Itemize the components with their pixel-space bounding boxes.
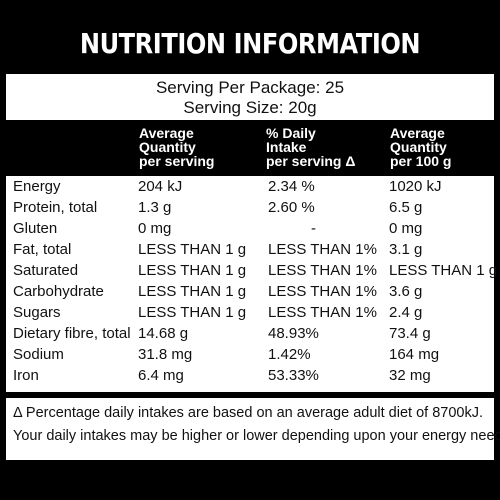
per-100g-value: 0 mg [389, 220, 423, 237]
footnote-box: Δ Percentage daily intakes are based on … [6, 398, 500, 460]
daily-intake-value: 53.33% [268, 367, 319, 384]
per-serving-value: LESS THAN 1 g [138, 241, 247, 258]
nutrient-table: Energy 204 kJ 2.34 % 1020 kJ Protein, to… [6, 176, 498, 392]
daily-intake-value: LESS THAN 1% [268, 241, 377, 258]
daily-intake-value: 2.34 % [268, 178, 315, 195]
panel-title: NUTRITION INFORMATION [79, 27, 421, 60]
per-100g-value: 3.1 g [389, 241, 423, 258]
header-daily-intake: % Daily Intake per serving Δ [266, 126, 391, 168]
footnote-line-1: Δ Percentage daily intakes are based on … [13, 405, 483, 421]
per-100g-value: 1020 kJ [389, 178, 442, 195]
per-serving-value: 14.68 g [138, 325, 189, 342]
serving-size: Serving Size: 20g [183, 98, 317, 117]
per-serving-value: 204 kJ [138, 178, 183, 195]
per-100g-value: 3.6 g [389, 283, 423, 300]
per-100g-value: 164 mg [389, 346, 440, 363]
footnote-line-2: Your daily intakes may be higher or lowe… [13, 428, 500, 444]
per-serving-value: 6.4 mg [138, 367, 184, 384]
serving-info: Serving Per Package: 25 Serving Size: 20… [6, 74, 494, 120]
daily-intake-value: - [311, 220, 316, 237]
header-text: Average [390, 125, 445, 141]
per-serving-value: LESS THAN 1 g [138, 283, 247, 300]
column-headers: Average Quantity per serving % Daily Int… [0, 124, 500, 174]
nutrient-name: Iron [13, 367, 39, 384]
table-row: Fat, total LESS THAN 1 g LESS THAN 1% 3.… [6, 239, 494, 260]
header-text: Intake [266, 139, 307, 155]
table-row: Sodium 31.8 mg 1.42% 164 mg [6, 344, 494, 365]
per-serving-value: LESS THAN 1 g [138, 262, 247, 279]
table-row: Saturated LESS THAN 1 g LESS THAN 1% LES… [6, 260, 498, 281]
table-row: Dietary fibre, total 14.68 g 48.93% 73.4… [6, 323, 494, 344]
daily-intake-value: 48.93% [268, 325, 319, 342]
nutrient-name: Sodium [13, 346, 64, 363]
table-row: Energy 204 kJ 2.34 % 1020 kJ [6, 176, 494, 197]
per-serving-value: 1.3 g [138, 199, 172, 216]
daily-intake-value: 2.60 % [268, 199, 315, 216]
per-serving-value: LESS THAN 1 g [138, 304, 247, 321]
per-100g-value: LESS THAN 1 g [389, 262, 498, 279]
nutrient-name: Saturated [13, 262, 79, 279]
daily-intake-value: LESS THAN 1% [268, 283, 377, 300]
per-100g-value: 6.5 g [389, 199, 423, 216]
nutrient-name: Carbohydrate [13, 283, 104, 300]
per-serving-value: 0 mg [138, 220, 172, 237]
daily-intake-value: LESS THAN 1% [268, 262, 377, 279]
header-text: Average [139, 125, 194, 141]
nutrient-name: Protein, total [13, 199, 98, 216]
header-text: Quantity [390, 139, 447, 155]
per-100g-value: 73.4 g [389, 325, 431, 342]
header-text: per serving [139, 153, 215, 169]
nutrient-name: Fat, total [13, 241, 72, 258]
per-serving-value: 31.8 mg [138, 346, 193, 363]
nutrient-name: Energy [13, 178, 61, 195]
header-text: per serving Δ [266, 153, 356, 169]
header-per-serving: Average Quantity per serving [139, 126, 264, 168]
daily-intake-value: 1.42% [268, 346, 311, 363]
daily-intake-value: LESS THAN 1% [268, 304, 377, 321]
nutrient-name: Dietary fibre, total [13, 325, 131, 342]
header-per-100g: Average Quantity per 100 g [390, 126, 500, 168]
per-100g-value: 32 mg [389, 367, 431, 384]
table-row: Iron 6.4 mg 53.33% 32 mg [6, 365, 494, 386]
table-row: Sugars LESS THAN 1 g LESS THAN 1% 2.4 g [6, 302, 494, 323]
header-text: % Daily [266, 125, 316, 141]
table-row: Carbohydrate LESS THAN 1 g LESS THAN 1% … [6, 281, 494, 302]
per-100g-value: 2.4 g [389, 304, 423, 321]
nutrient-name: Gluten [13, 220, 58, 237]
header-text: per 100 g [390, 153, 452, 169]
table-row: Protein, total 1.3 g 2.60 % 6.5 g [6, 197, 494, 218]
table-row: Gluten 0 mg - 0 mg [6, 218, 494, 239]
header-text: Quantity [139, 139, 196, 155]
nutrient-name: Sugars [13, 304, 61, 321]
servings-per-package: Serving Per Package: 25 [155, 78, 345, 97]
